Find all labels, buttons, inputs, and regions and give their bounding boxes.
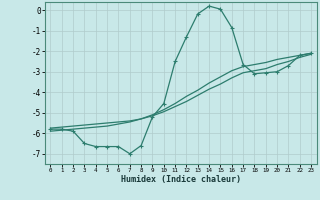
X-axis label: Humidex (Indice chaleur): Humidex (Indice chaleur) <box>121 175 241 184</box>
